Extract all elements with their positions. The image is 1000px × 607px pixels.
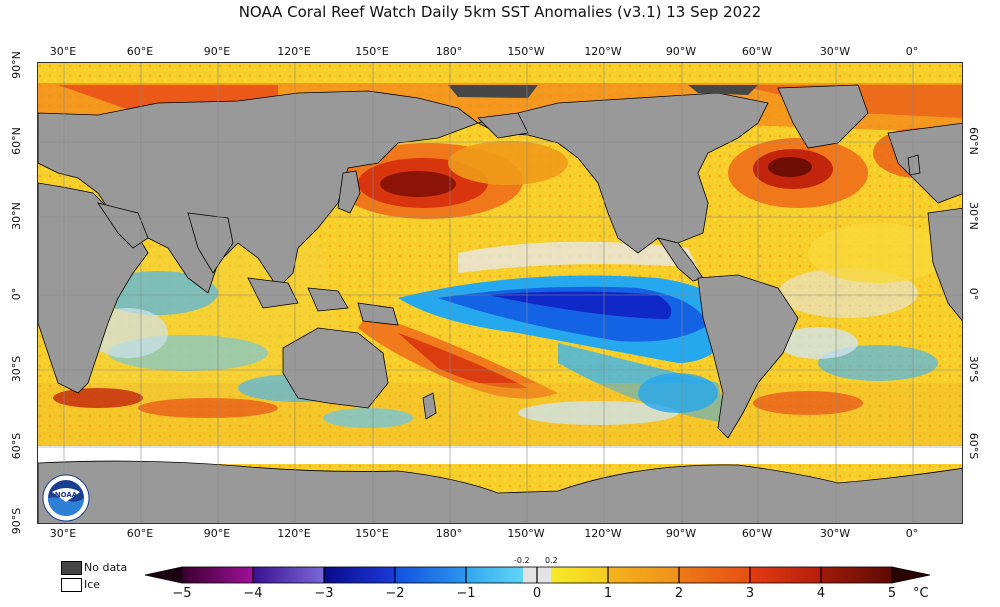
map-title: NOAA Coral Reef Watch Daily 5km SST Anom… — [238, 3, 762, 21]
lon-label-top: 90°E — [203, 45, 231, 58]
no-data-label: No data — [84, 561, 128, 574]
lon-label-bottom: 90°E — [203, 527, 231, 540]
colorbar-tick-label: 4 — [816, 586, 826, 601]
lat-label-left: 90°N — [10, 51, 23, 79]
lon-label-bottom: 150°E — [355, 527, 389, 540]
lon-label-top: 90°W — [665, 45, 697, 58]
noaa-logo: NOAA — [42, 474, 90, 522]
lon-label-bottom: 150°W — [507, 527, 545, 540]
colorbar-tick-label: −1 — [456, 586, 476, 601]
lon-label-bottom: 30°W — [819, 527, 851, 540]
lat-label-left: 60°N — [10, 127, 23, 155]
lon-label-bottom: 90°W — [665, 527, 697, 540]
lon-label-bottom: 180° — [435, 527, 463, 540]
lat-label-right: 30°S — [967, 355, 980, 383]
noaa-logo-text: NOAA — [55, 491, 78, 499]
colorbar-tick-label: 1 — [603, 586, 613, 601]
colorbar-tick-label: 3 — [745, 586, 755, 601]
colorbar-tick-label: −5 — [172, 586, 192, 601]
lon-label-top: 180° — [435, 45, 463, 58]
colorbar-small-tick: 0.2 — [545, 556, 558, 565]
lon-label-top: 60°W — [741, 45, 773, 58]
lat-label-left: 30°N — [10, 202, 23, 230]
lat-label-left: 30°S — [10, 355, 23, 383]
lon-label-bottom: 0° — [905, 527, 919, 540]
lat-label-left: 0° — [10, 287, 23, 301]
lat-label-left: 60°S — [10, 432, 23, 460]
colorbar-tick-label: 2 — [674, 586, 684, 601]
colorbar-unit: °C — [913, 586, 929, 601]
ice-swatch — [61, 578, 82, 592]
lon-label-top: 120°E — [277, 45, 311, 58]
lon-label-bottom: 60°W — [741, 527, 773, 540]
lon-label-top: 120°W — [584, 45, 622, 58]
lon-label-top: 60°E — [126, 45, 154, 58]
lon-label-top: 30°E — [49, 45, 77, 58]
lon-label-top: 0° — [905, 45, 919, 58]
map-graphic — [38, 63, 962, 523]
lon-label-bottom: 120°E — [277, 527, 311, 540]
lat-label-right: 0° — [967, 287, 980, 301]
lat-label-right: 60°N — [967, 127, 980, 155]
colorbar-small-tick: -0.2 — [514, 556, 530, 565]
lon-label-bottom: 60°E — [126, 527, 154, 540]
no-data-swatch — [61, 561, 82, 575]
lon-label-bottom: 30°E — [49, 527, 77, 540]
lon-label-top: 30°W — [819, 45, 851, 58]
colorbar-tick-label: −3 — [314, 586, 334, 601]
ice-label: Ice — [84, 578, 101, 591]
colorbar-tick-label: −4 — [243, 586, 263, 601]
colorbar-tick-label: 5 — [887, 586, 897, 601]
colorbar — [144, 566, 931, 584]
lon-label-top: 150°E — [355, 45, 389, 58]
colorbar-tick-label: 0 — [532, 586, 542, 601]
lat-label-right: 30°N — [967, 202, 980, 230]
sst-anomaly-map — [37, 62, 963, 524]
lat-label-right: 60°S — [967, 432, 980, 460]
lon-label-top: 150°W — [507, 45, 545, 58]
colorbar-tick-label: −2 — [385, 586, 405, 601]
lon-label-bottom: 120°W — [584, 527, 622, 540]
lat-label-left: 90°S — [10, 507, 23, 535]
